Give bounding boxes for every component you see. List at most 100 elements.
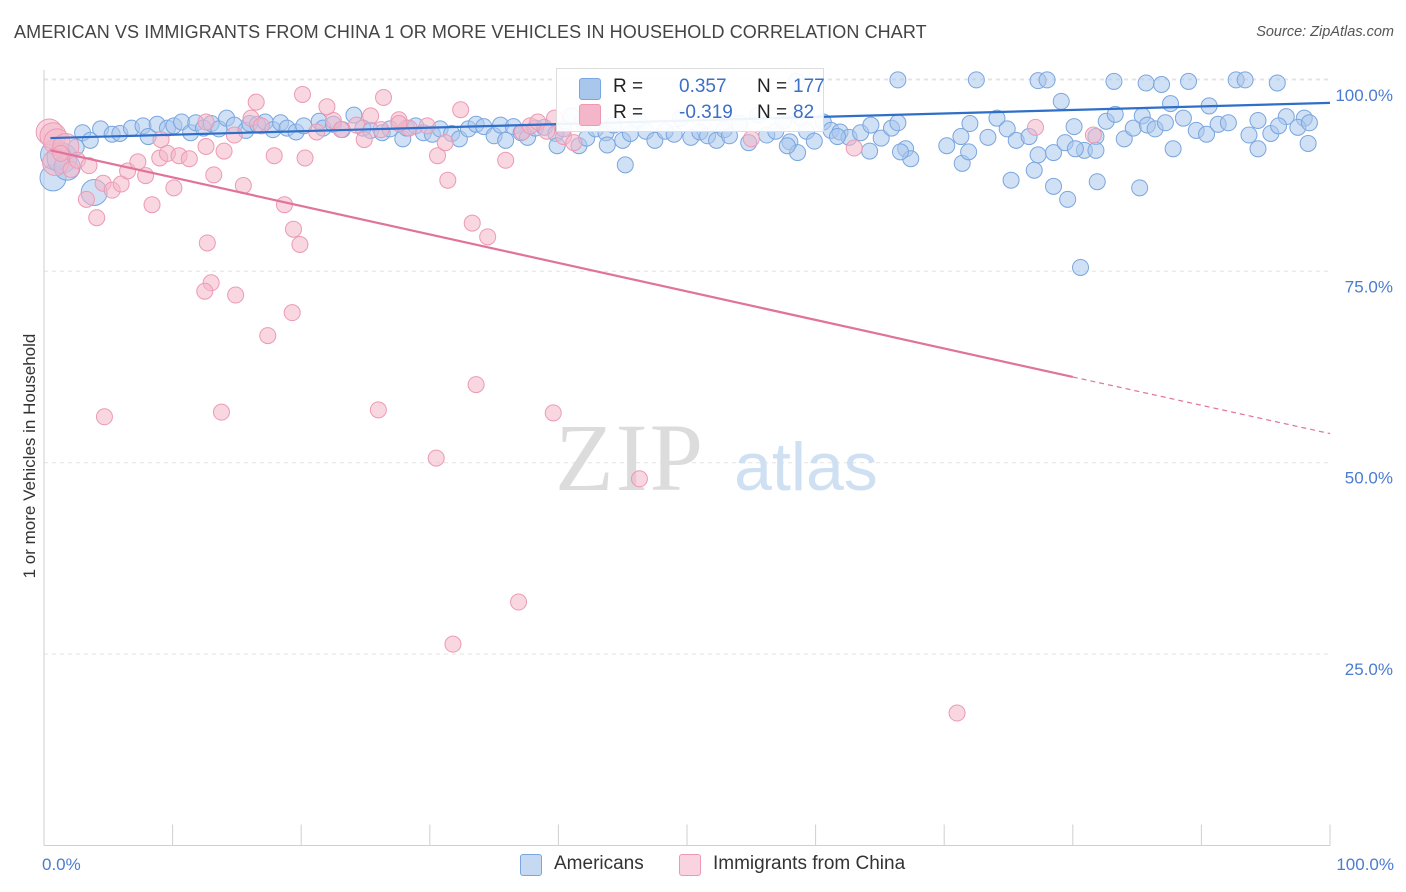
american-point xyxy=(1066,140,1084,158)
series-legend: Americans Immigrants from China xyxy=(0,852,1406,878)
american-point xyxy=(1249,140,1267,158)
american-point xyxy=(1059,190,1077,208)
americans-n-label: N = xyxy=(757,76,788,97)
stats-legend: R = 0.357 N = 177 R = -0.319 N = 82 xyxy=(556,68,825,132)
american-point xyxy=(1240,126,1258,144)
immigrant-point xyxy=(467,376,485,394)
immigrant-point xyxy=(439,171,457,189)
american-point xyxy=(998,120,1016,138)
immigrant-point xyxy=(1084,126,1102,144)
american-point xyxy=(1029,146,1047,164)
american-point xyxy=(862,116,880,134)
gridlines xyxy=(44,78,1330,655)
american-point xyxy=(861,142,879,160)
y-tick-label: 50.0% xyxy=(1345,469,1393,488)
american-point xyxy=(1300,114,1318,132)
american-point xyxy=(1198,125,1216,143)
american-point xyxy=(778,137,796,155)
american-point xyxy=(1219,114,1237,132)
americans-r-value: 0.357 xyxy=(679,76,727,97)
immigrant-point xyxy=(510,593,528,611)
immigrant-point xyxy=(362,107,380,125)
immigrant-point xyxy=(198,234,216,252)
american-point xyxy=(988,109,1006,127)
immigrant-point xyxy=(247,93,265,111)
immigrant-point xyxy=(165,179,183,197)
x-tick-label-min: 0.0% xyxy=(42,855,81,874)
immigrant-point xyxy=(444,635,462,653)
american-point xyxy=(1038,71,1056,89)
american-point xyxy=(1156,114,1174,132)
immigrant-point xyxy=(463,214,481,232)
americans-r-label: R = xyxy=(613,76,644,97)
immigrant-point xyxy=(205,166,223,184)
immigrant-point xyxy=(369,401,387,419)
y-axis-label: 1 or more Vehicles in Household xyxy=(20,334,39,579)
immigrants-swatch xyxy=(579,104,601,126)
axes: 25.0% 50.0% 75.0% 100.0% 0.0% 100.0% xyxy=(42,70,1394,874)
immigrant-point xyxy=(225,126,243,144)
immigrant-point xyxy=(427,449,445,467)
immigrant-point xyxy=(1027,118,1045,136)
american-point xyxy=(1002,171,1020,189)
american-point xyxy=(1045,177,1063,195)
american-point xyxy=(1087,141,1105,159)
y-tick-label: 25.0% xyxy=(1345,660,1393,679)
immigrant-point xyxy=(80,157,98,175)
immigrant-point xyxy=(479,228,497,246)
american-point xyxy=(1174,109,1192,127)
immigrant-point xyxy=(436,134,454,152)
immigrant-point xyxy=(565,134,583,152)
immigrant-point xyxy=(197,113,215,131)
immigrant-point xyxy=(196,282,214,300)
american-point xyxy=(1131,179,1149,197)
american-point xyxy=(889,114,907,132)
y-tick-label: 100.0% xyxy=(1335,86,1393,105)
watermark: ZIP atlas xyxy=(555,404,878,511)
immigrant-point xyxy=(252,117,270,135)
american-point xyxy=(1236,71,1254,89)
immigrant-point xyxy=(452,101,470,119)
american-point xyxy=(1153,75,1171,93)
american-point xyxy=(598,136,616,154)
americans-swatch xyxy=(579,78,601,100)
american-point xyxy=(1025,161,1043,179)
immigrants-n-value: 82 xyxy=(793,102,815,123)
immigrant-point xyxy=(497,151,515,169)
american-point xyxy=(1299,134,1317,152)
immigrant-point xyxy=(265,147,283,165)
immigrant-point xyxy=(318,98,336,116)
american-point xyxy=(952,128,970,146)
american-point xyxy=(1105,72,1123,90)
american-point xyxy=(1180,72,1198,90)
american-point xyxy=(1270,117,1288,135)
immigrant-point xyxy=(212,403,230,421)
american-point xyxy=(872,129,890,147)
immigrant-point xyxy=(845,139,863,157)
american-point xyxy=(1072,258,1090,276)
watermark-atlas: atlas xyxy=(734,429,878,505)
american-point xyxy=(961,115,979,133)
immigrant-point xyxy=(630,470,648,488)
immigrant-point xyxy=(259,327,277,345)
immigrant-point xyxy=(544,404,562,422)
american-point xyxy=(1249,111,1267,129)
immigrant-point xyxy=(948,704,966,722)
immigrant-point xyxy=(95,408,113,426)
chart-title: AMERICAN VS IMMIGRANTS FROM CHINA 1 OR M… xyxy=(14,22,927,42)
american-point xyxy=(979,128,997,146)
immigrants-trend-line xyxy=(50,149,1074,379)
immigrant-point xyxy=(375,89,393,107)
y-tick-label: 75.0% xyxy=(1345,277,1393,296)
legend-swatch-americans xyxy=(520,854,542,876)
immigrant-point xyxy=(291,236,309,254)
immigrant-point xyxy=(215,142,233,160)
american-point xyxy=(889,71,907,89)
immigrant-point xyxy=(742,130,760,148)
american-point xyxy=(938,137,956,155)
immigrant-point xyxy=(77,190,95,208)
american-point xyxy=(960,143,978,161)
immigrant-point xyxy=(429,147,447,165)
legend-label-americans: Americans xyxy=(554,853,644,874)
